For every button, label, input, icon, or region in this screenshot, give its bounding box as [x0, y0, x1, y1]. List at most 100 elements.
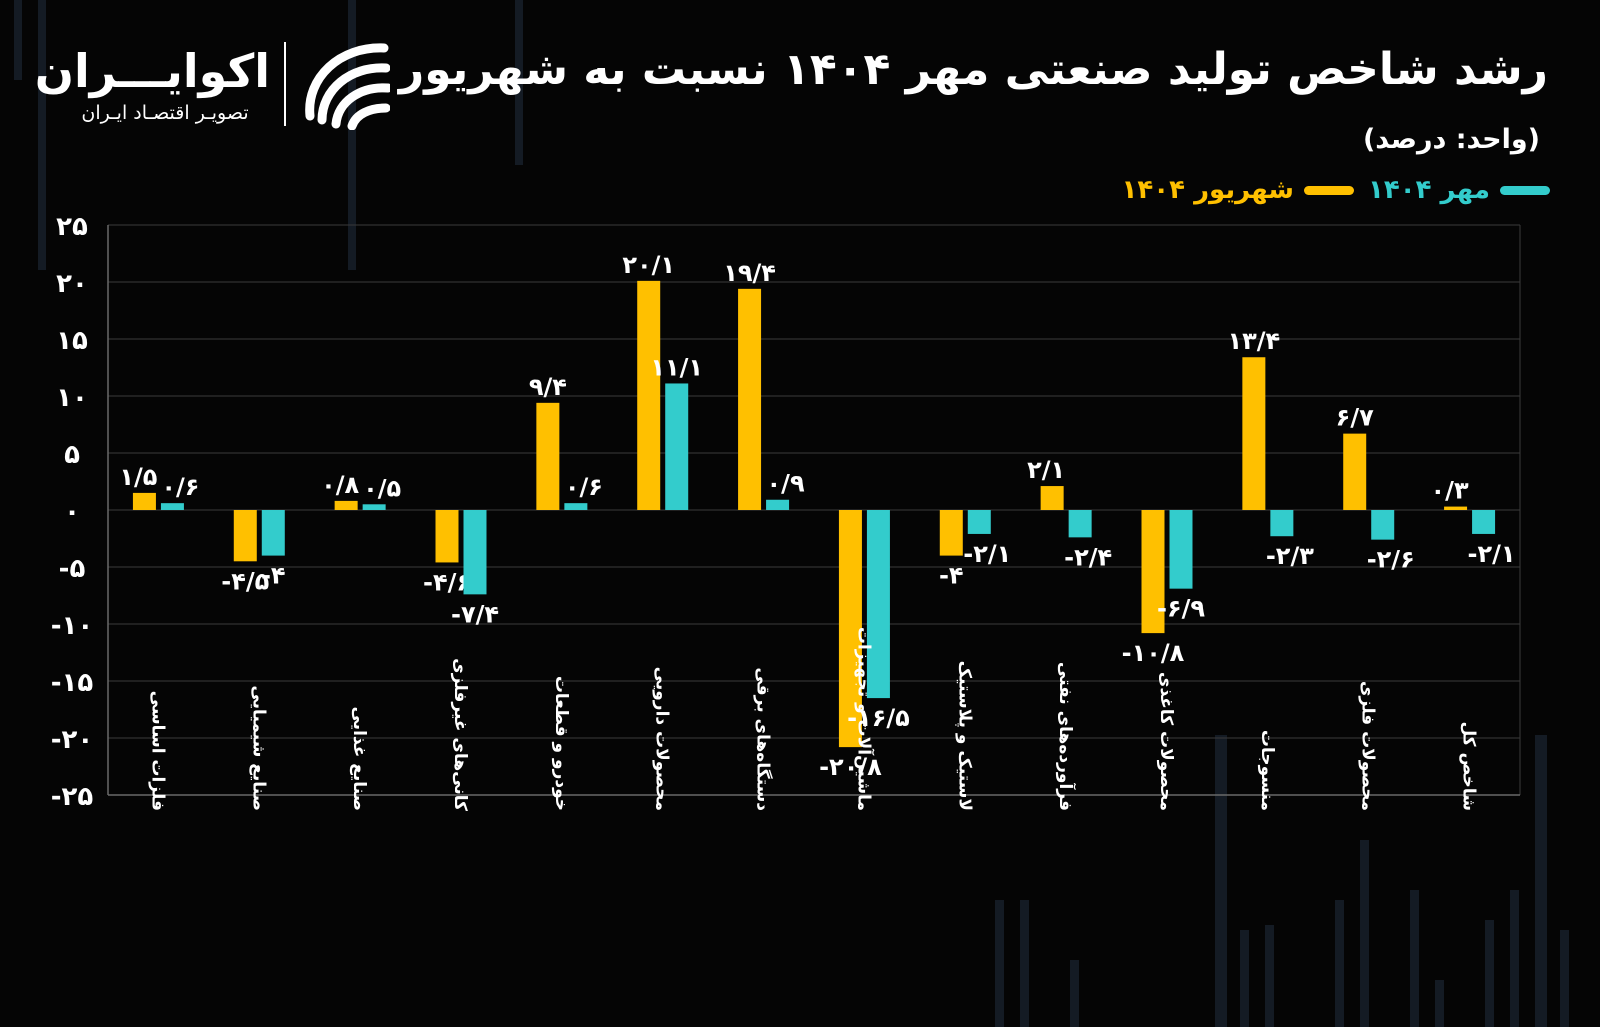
bar-mehr — [1169, 510, 1193, 589]
category-label: ماشین‌آلات و تجهیزات — [853, 627, 875, 811]
bar-shahrivar — [738, 288, 762, 510]
data-label-mehr: ۰/۵ — [363, 474, 401, 502]
ecoiran-logo: اکوایـــران تصویـر اقتصـاد ایـران — [34, 38, 390, 138]
decorative-stripe — [1510, 890, 1519, 1027]
data-label-shahrivar: ۹/۴ — [529, 373, 567, 401]
bar-mehr — [665, 383, 689, 510]
data-label-mehr: -۷/۴ — [451, 600, 499, 628]
decorative-stripe — [38, 0, 46, 270]
decorative-stripe — [1215, 735, 1227, 1027]
bar-mehr — [1371, 510, 1395, 540]
decorative-stripe — [1070, 960, 1079, 1027]
decorative-stripe — [1410, 890, 1419, 1027]
bar-shahrivar — [637, 280, 661, 510]
bar-mehr — [967, 510, 991, 534]
decorative-stripe — [348, 0, 356, 270]
y-tick-label: ۰ — [64, 497, 80, 527]
data-label-shahrivar: -۱۰/۸ — [1122, 639, 1185, 667]
legend-item-shahrivar: شهریور ۱۴۰۴ — [1121, 175, 1355, 205]
data-label-mehr: -۱۶/۵ — [847, 704, 910, 732]
decorative-stripe — [1535, 735, 1547, 1027]
bar-shahrivar — [233, 510, 257, 562]
category-label: صنایع غذایی — [349, 706, 369, 811]
decorative-stripe — [1240, 930, 1249, 1027]
y-tick-label: ۱۰ — [56, 383, 88, 413]
data-label-mehr: -۲/۱ — [963, 540, 1011, 568]
data-label-shahrivar: -۴ — [939, 562, 964, 590]
legend-label-shahrivar: شهریور ۱۴۰۴ — [1121, 175, 1295, 205]
bar-mehr — [362, 504, 386, 510]
decorative-stripe — [1360, 840, 1369, 1027]
category-label: محصولات کاغذی — [1156, 672, 1176, 811]
data-label-shahrivar: ۱۳/۴ — [1227, 327, 1280, 355]
category-label: لاستیک و پلاستیک — [954, 661, 974, 811]
bar-mehr — [1068, 510, 1092, 538]
y-tick-label: ۵ — [64, 440, 80, 470]
data-label-shahrivar: ۲/۱ — [1027, 456, 1065, 484]
data-label-shahrivar: -۴/۶ — [423, 568, 471, 596]
bar-shahrivar — [1141, 510, 1165, 634]
bar-mehr — [866, 510, 890, 699]
bar-shahrivar — [1444, 506, 1468, 510]
bar-mehr — [160, 503, 184, 510]
data-label-mehr: -۶/۹ — [1157, 595, 1205, 623]
category-label: فلزات اساسی — [147, 691, 167, 811]
data-label-mehr: ۰/۶ — [161, 473, 199, 501]
bar-mehr — [766, 499, 790, 510]
legend-label-mehr: مهر ۱۴۰۴ — [1368, 175, 1490, 205]
data-label-shahrivar: -۴/۵ — [221, 567, 269, 595]
category-label: خودرو و قطعات — [551, 676, 571, 811]
data-label-mehr: ۱۱/۱ — [650, 353, 703, 381]
decorative-stripe — [995, 900, 1004, 1027]
y-tick-label: -۲۵ — [51, 782, 94, 812]
decorative-stripe — [1485, 920, 1494, 1027]
logo-divider — [284, 42, 286, 126]
bar-shahrivar — [435, 510, 459, 563]
logo-tagline: تصویـر اقتصـاد ایـران — [81, 102, 249, 124]
y-tick-label: -۲۰ — [51, 725, 94, 755]
legend-swatch-mehr — [1500, 185, 1550, 195]
data-label-mehr: ۰/۹ — [767, 470, 805, 498]
chart-title: رشد شاخص تولید صنعتی مهر ۱۴۰۴ نسبت به شه… — [398, 44, 1548, 95]
data-label-mehr: -۴ — [261, 562, 286, 590]
category-label: منسوجات — [1257, 730, 1277, 811]
bar-shahrivar — [1343, 433, 1367, 510]
data-label-shahrivar: ۲۰/۱ — [622, 251, 675, 279]
data-label-shahrivar: ۰/۳ — [1431, 477, 1469, 505]
decorative-stripe — [1335, 900, 1344, 1027]
data-label-mehr: -۲/۶ — [1367, 546, 1415, 574]
bar-shahrivar — [838, 510, 862, 748]
bar-shahrivar — [1040, 486, 1064, 510]
legend-swatch-shahrivar — [1304, 185, 1355, 195]
bar-shahrivar — [132, 492, 156, 510]
bar-mehr — [1472, 510, 1496, 534]
decorative-stripe — [1560, 930, 1569, 1027]
data-label-shahrivar: ۰/۸ — [321, 471, 359, 499]
decorative-stripe — [515, 0, 523, 165]
decorative-stripe — [14, 0, 22, 80]
bar-mehr — [463, 510, 487, 595]
category-label: شاخص کل — [1459, 721, 1479, 811]
y-tick-label: ۲۵ — [56, 212, 88, 242]
data-label-shahrivar: ۱۹/۴ — [723, 259, 776, 287]
bar-shahrivar — [939, 510, 963, 556]
data-label-mehr: -۲/۴ — [1064, 543, 1112, 571]
data-label-shahrivar: ۶/۷ — [1336, 404, 1374, 432]
legend: مهر ۱۴۰۴ شهریور ۱۴۰۴ — [1122, 175, 1550, 205]
data-label-shahrivar: ۱/۵ — [119, 463, 157, 491]
data-label-shahrivar: -۲۰/۸ — [819, 753, 882, 781]
bar-mehr — [261, 510, 285, 556]
legend-item-mehr: مهر ۱۴۰۴ — [1368, 175, 1550, 205]
data-label-mehr: -۲/۳ — [1266, 542, 1314, 570]
category-label: محصولات دارویی — [652, 667, 672, 811]
category-label: فرآورده‌های نفتی — [1055, 662, 1077, 811]
decorative-stripe — [1265, 925, 1274, 1027]
logo-name: اکوایـــران — [34, 44, 270, 98]
bar-shahrivar — [1242, 357, 1266, 510]
category-label: کانی‌های غیرفلزی — [450, 658, 470, 811]
y-tick-label: -۱۵ — [51, 668, 94, 698]
y-tick-label: ۲۰ — [56, 269, 88, 299]
bar-mehr — [564, 503, 588, 510]
